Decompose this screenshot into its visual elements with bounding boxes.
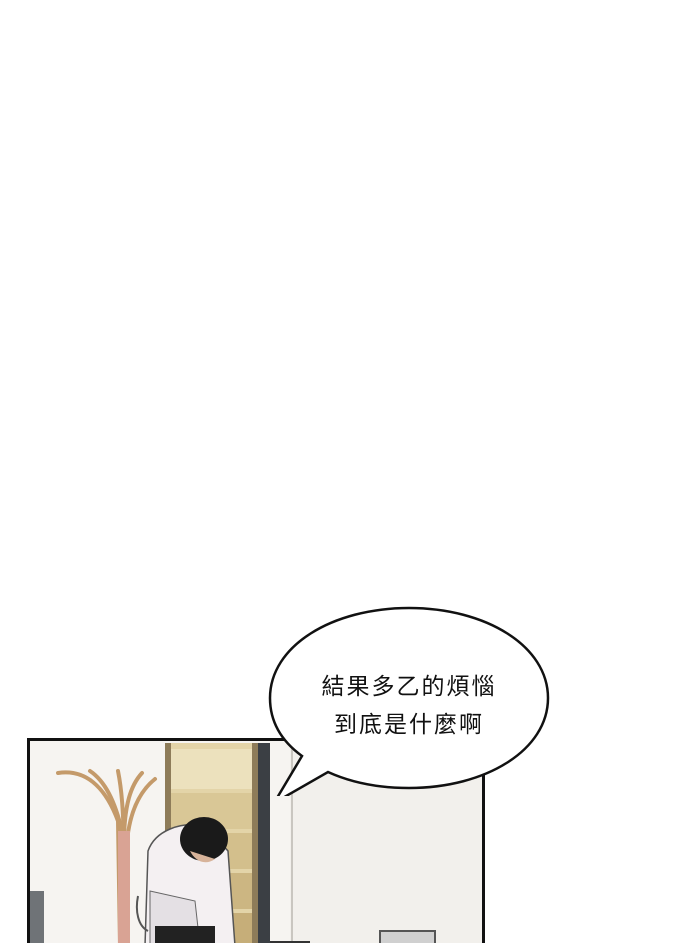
dialogue-line-1: 結果多乙的煩惱: [321, 674, 497, 700]
speech-bubble-shape: [268, 606, 550, 796]
man-figure: [135, 817, 236, 943]
wall-edge: [30, 891, 44, 943]
dialogue-line-2: 到底是什麼啊: [334, 712, 484, 738]
panel-artwork: [30, 741, 482, 943]
floor-box: [270, 930, 436, 943]
speech-bubble: 結果多乙的煩惱 到底是什麼啊: [268, 606, 550, 796]
hanging-cloth: [118, 831, 130, 943]
dialogue-text: 結果多乙的煩惱 到底是什麼啊: [268, 668, 550, 744]
